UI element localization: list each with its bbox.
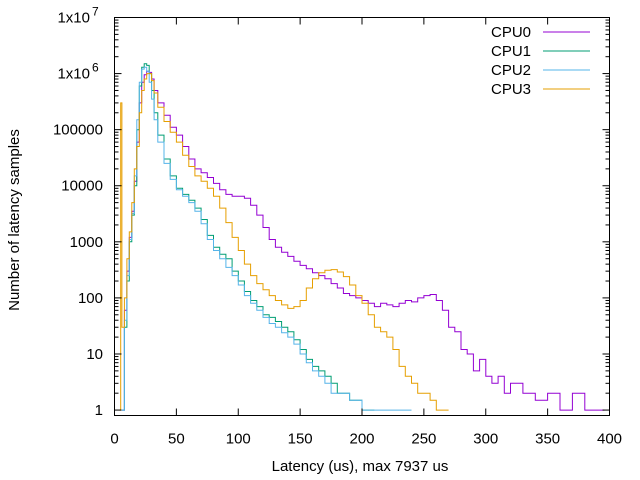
plot-series (119, 63, 605, 411)
y-tick-label: 10 (86, 346, 103, 363)
series-line-cpu3 (119, 73, 449, 411)
y-tick-label: 10000 (61, 178, 103, 195)
y-tick-label: 1x10 (57, 66, 90, 83)
y-tick-label: 1x10 (57, 10, 90, 27)
plot-frame (114, 17, 610, 416)
y-axis-title: Number of latency samples (6, 129, 23, 311)
y-tick-exponent: 6 (92, 61, 99, 75)
y-tick-exponent: 7 (92, 5, 99, 19)
legend-label-cpu2: CPU2 (491, 62, 531, 79)
x-axis-title: Latency (us), max 7937 us (272, 458, 449, 475)
y-tick-label: 1 (95, 402, 103, 419)
x-tick-label: 100 (226, 431, 251, 448)
y-tick-label: 1000 (70, 234, 103, 251)
x-tick-label: 300 (473, 431, 498, 448)
legend-label-cpu3: CPU3 (491, 81, 531, 98)
legend-label-cpu1: CPU1 (491, 43, 531, 60)
y-tick-label: 100000 (53, 122, 103, 139)
legend-label-cpu0: CPU0 (491, 24, 531, 41)
x-tick-label: 150 (288, 431, 313, 448)
x-tick-label: 400 (597, 431, 622, 448)
x-tick-label: 250 (411, 431, 436, 448)
y-tick-label: 100 (78, 290, 103, 307)
x-tick-label: 0 (110, 431, 118, 448)
series-line-cpu2 (121, 66, 412, 411)
x-tick-label: 350 (535, 431, 560, 448)
x-tick-label: 200 (349, 431, 374, 448)
legend: CPU0 CPU1 CPU2 CPU3 (491, 24, 590, 98)
x-tick-label: 50 (168, 431, 185, 448)
